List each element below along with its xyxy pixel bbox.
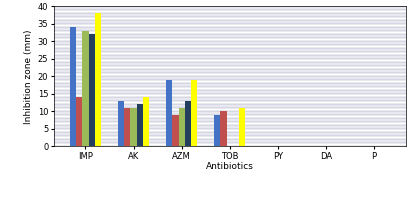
Bar	[54, 83, 405, 87]
Bar	[54, 118, 405, 122]
Bar	[70, 28, 76, 146]
Bar	[54, 6, 405, 10]
Bar	[54, 129, 405, 132]
Bar	[76, 97, 82, 146]
Bar	[54, 24, 405, 28]
Bar	[136, 104, 142, 146]
Bar	[54, 41, 405, 45]
Bar	[54, 59, 405, 62]
Bar	[54, 115, 405, 118]
Bar	[54, 20, 405, 24]
Bar	[54, 108, 405, 111]
Bar	[190, 80, 197, 146]
Bar	[54, 136, 405, 139]
X-axis label: Antibiotics: Antibiotics	[205, 162, 253, 171]
Bar	[54, 122, 405, 125]
Bar	[184, 101, 190, 146]
Bar	[54, 101, 405, 104]
Bar	[54, 17, 405, 20]
Bar	[82, 31, 88, 146]
Bar	[130, 108, 136, 146]
Bar	[54, 62, 405, 66]
Bar	[54, 143, 405, 146]
Bar	[54, 13, 405, 17]
Bar	[214, 115, 220, 146]
Bar	[54, 48, 405, 52]
Bar	[166, 80, 172, 146]
Bar	[54, 125, 405, 129]
Bar	[54, 52, 405, 55]
Bar	[172, 115, 178, 146]
Bar	[54, 31, 405, 34]
Bar	[54, 87, 405, 90]
Bar	[220, 111, 226, 146]
Bar	[54, 94, 405, 97]
Bar	[54, 80, 405, 83]
Bar	[54, 69, 405, 73]
Bar	[118, 101, 124, 146]
Bar	[54, 27, 405, 31]
Bar	[54, 73, 405, 76]
Bar	[178, 108, 184, 146]
Bar	[54, 45, 405, 48]
Bar	[54, 66, 405, 69]
Bar	[54, 97, 405, 101]
Bar	[95, 13, 101, 146]
Bar	[54, 55, 405, 59]
Bar	[54, 132, 405, 136]
Bar	[124, 108, 130, 146]
Bar	[54, 139, 405, 143]
Bar	[54, 10, 405, 13]
Bar	[54, 104, 405, 108]
Bar	[239, 108, 245, 146]
Y-axis label: Inhibition zone (mm): Inhibition zone (mm)	[24, 29, 33, 124]
Bar	[54, 38, 405, 41]
Bar	[142, 97, 149, 146]
Bar	[54, 111, 405, 115]
Bar	[54, 34, 405, 38]
Bar	[54, 90, 405, 94]
Bar	[88, 34, 95, 146]
Bar	[54, 76, 405, 80]
